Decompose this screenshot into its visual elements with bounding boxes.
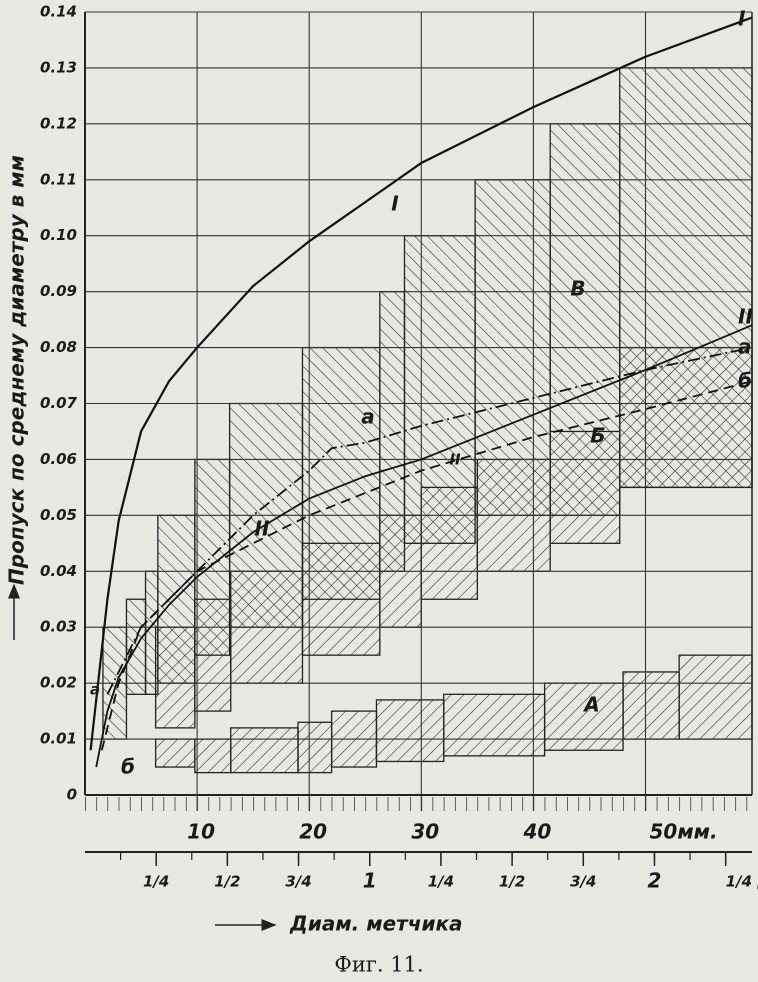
y-tick-label: 0.10 <box>40 226 77 244</box>
x-tick-label: 30 <box>411 820 439 844</box>
x-tick-label: 50мм. <box>650 820 718 844</box>
curve-label: II <box>738 305 753 329</box>
region-step <box>154 738 196 768</box>
x2-tick-label: 1/2 <box>214 873 240 891</box>
y-tick-label: 0.07 <box>40 394 78 412</box>
region-step <box>678 654 753 740</box>
curve <box>95 324 753 768</box>
y-tick-label: 0.03 <box>40 618 77 636</box>
curve-label: I <box>391 192 399 216</box>
y-tick-label: 0.02 <box>40 674 77 692</box>
x-tick-label: 10 <box>187 820 215 844</box>
x-axis-title: Диам. метчика <box>289 912 463 936</box>
region-step <box>622 671 680 740</box>
caption: Фиг. 11. <box>334 953 423 977</box>
region-step <box>549 430 621 544</box>
x2-tick-label: 1/4 <box>428 873 454 891</box>
y-tick-label: 0.11 <box>40 170 77 188</box>
y-tick-label: 0.12 <box>40 114 77 132</box>
curve-label: б <box>121 755 135 779</box>
x2-tick-label: 3/4 <box>570 873 596 891</box>
y-tick-label: 0.05 <box>40 506 77 524</box>
region-step <box>443 693 546 757</box>
region-step <box>301 542 381 656</box>
y-tick-label: 0.09 <box>40 282 77 300</box>
x-tick-label: 40 <box>522 820 551 844</box>
x2-tick-label: 1 <box>363 869 377 893</box>
curve-label: I <box>738 7 746 31</box>
curve-label: II <box>255 517 270 541</box>
x2-tick-label: 2 <box>648 869 662 893</box>
region-step <box>420 486 479 600</box>
region-step <box>230 727 299 774</box>
x2-tick-label: 3/4 <box>285 873 311 891</box>
y-tick-label: 0.08 <box>40 338 77 356</box>
x2-tick-label: 1/4 <box>143 873 169 891</box>
x2-tick-label: 1/4 дм <box>726 873 758 891</box>
curve-label: a <box>738 335 752 359</box>
y-tick-label: 0.04 <box>40 562 77 580</box>
region-step <box>619 346 753 489</box>
minor-ticks <box>85 797 752 811</box>
y-axis-title: Пропуск по среднему диаметру в мм <box>5 155 29 585</box>
y-tick-label: 0.01 <box>40 730 77 748</box>
curve-label: б <box>738 369 752 393</box>
region-label: В <box>570 277 585 301</box>
curve <box>100 380 753 751</box>
y-tick-label: 0.06 <box>40 450 77 468</box>
x2-tick-label: 1/2 <box>499 873 525 891</box>
y-tick-label: 0.14 <box>40 3 77 21</box>
y-tick-label: 0 <box>67 786 77 804</box>
region-step <box>297 721 333 774</box>
region-step <box>154 626 196 729</box>
curve-label: a <box>90 681 100 699</box>
curve <box>89 16 753 751</box>
region-step <box>194 598 232 712</box>
region-label: A <box>582 693 599 717</box>
region-step <box>375 699 445 763</box>
region-step <box>194 738 232 774</box>
x-tick-label: 20 <box>299 820 327 844</box>
curve-label: II <box>449 451 461 469</box>
curve-label: a <box>361 405 375 429</box>
y-tick-label: 0.13 <box>40 58 77 76</box>
region-label: Б <box>590 424 605 448</box>
